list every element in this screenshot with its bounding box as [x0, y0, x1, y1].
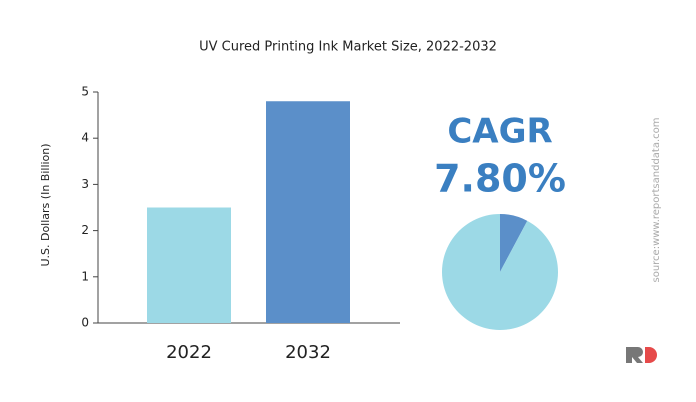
y-axis-label: U.S. Dollars (In Billion) — [39, 143, 52, 266]
logo-part — [632, 347, 643, 363]
bar — [147, 207, 231, 323]
cagr-value: 7.80% — [434, 157, 566, 201]
chart-title: UV Cured Printing Ink Market Size, 2022-… — [199, 40, 497, 55]
y-tick-label: 2 — [81, 223, 89, 237]
y-tick-label: 5 — [81, 85, 89, 99]
x-tick-label: 2032 — [285, 342, 331, 363]
y-tick-label: 3 — [81, 177, 89, 191]
pie-slice — [441, 214, 558, 331]
pie-slice — [500, 214, 528, 272]
cagr-title: CAGR — [447, 112, 552, 152]
bar — [266, 101, 350, 324]
y-tick-label: 0 — [81, 316, 89, 330]
logo-part — [645, 347, 657, 363]
y-tick-label: 4 — [81, 131, 89, 145]
logo-part — [626, 347, 632, 363]
x-tick-label: 2022 — [166, 342, 212, 363]
source: source:www.reportsanddata.com — [651, 118, 662, 283]
y-tick-label: 1 — [81, 269, 89, 283]
logo — [626, 347, 657, 363]
